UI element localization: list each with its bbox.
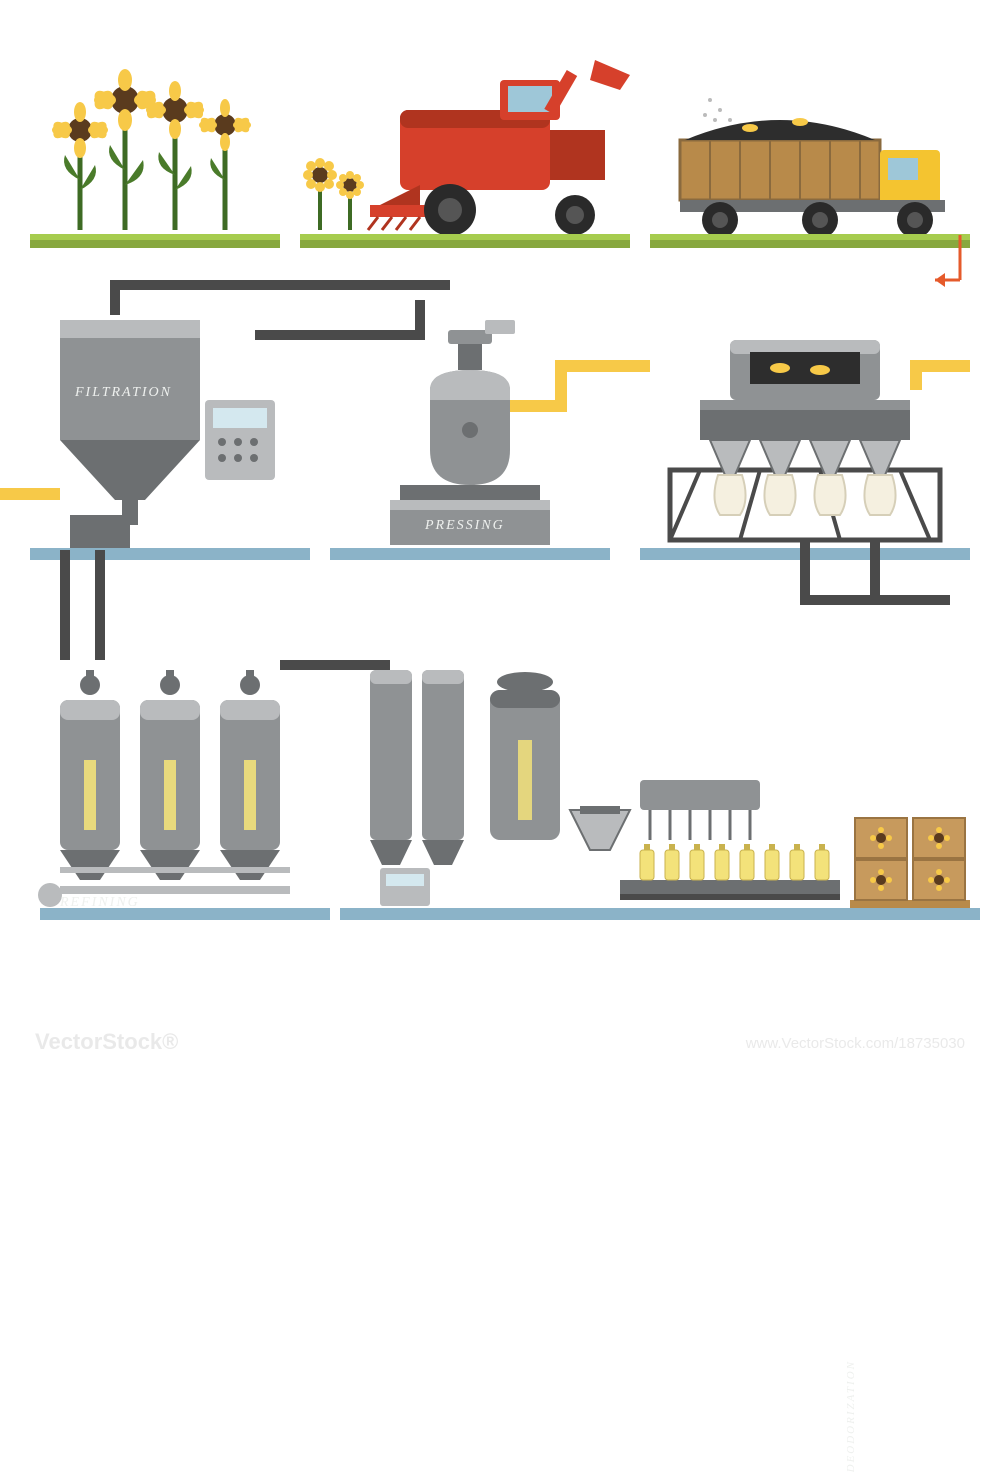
harvester-icon xyxy=(300,50,630,240)
pipe-grey xyxy=(800,595,950,605)
pressing-label: PRESSING xyxy=(425,518,505,534)
deodorization-machine-icon xyxy=(340,640,640,920)
watermark-brand-text: VectorStock® xyxy=(35,1029,178,1054)
filtration-machine-icon xyxy=(30,290,310,560)
pipe-grey xyxy=(110,280,450,290)
stage-transport xyxy=(650,70,970,240)
stage-filtration: FILTRATION xyxy=(30,290,310,560)
refining-machine-icon xyxy=(30,640,330,920)
watermark-url: www.VectorStock.com/18735030 xyxy=(746,1035,965,1052)
boxes-pallet-icon xyxy=(840,790,980,920)
watermark-url-text: www.VectorStock.com/18735030 xyxy=(746,1035,965,1052)
pipe-grey xyxy=(415,300,425,340)
sunflowers-icon xyxy=(30,60,280,240)
stage-growing xyxy=(30,60,280,240)
bottling-line-icon xyxy=(620,770,840,920)
stage-harvesting xyxy=(300,50,630,240)
stage-bottling xyxy=(620,770,840,920)
pipe-grey xyxy=(870,540,880,595)
pipe-grey xyxy=(800,540,810,600)
filtration-label: FILTRATION xyxy=(75,385,172,401)
stage-cleaning xyxy=(640,300,970,560)
separator-machine-icon xyxy=(640,300,970,560)
watermark-brand: VectorStock® xyxy=(35,1029,178,1055)
deodorization-label: DEODORIZATION xyxy=(845,1360,857,1472)
stage-deodorization: DEODORIZATION xyxy=(340,640,640,920)
refining-label: REFINING xyxy=(60,895,140,911)
flow-arrow-icon xyxy=(930,235,980,305)
stage-packaging xyxy=(840,790,980,920)
stage-refining: REFINING xyxy=(30,640,330,920)
truck-icon xyxy=(650,70,970,240)
